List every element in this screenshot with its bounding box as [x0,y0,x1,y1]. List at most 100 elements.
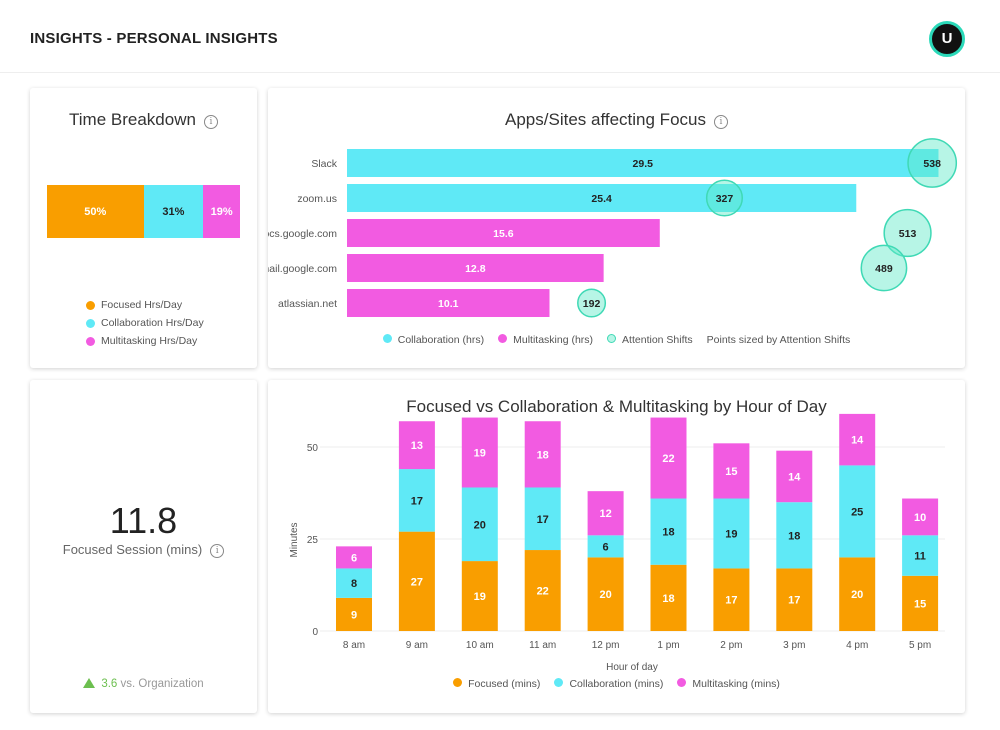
bar-segment[interactable] [650,417,687,499]
bar-segment[interactable] [776,568,813,631]
info-icon[interactable]: i [203,115,218,129]
bubble-label: 327 [716,193,734,205]
legend-item-collaboration[interactable]: Collaboration (mins) [554,678,663,690]
category-label: zoom.us [297,193,337,205]
bar[interactable] [347,219,660,247]
category-label: Slack [311,158,337,170]
hourly-chart-title: Focused vs Collaboration & Multitasking … [406,397,827,416]
x-tick-label: 2 pm [720,640,742,651]
segment-multitasking[interactable]: 19% [203,185,240,238]
y-tick-label: 50 [307,443,319,454]
info-icon[interactable]: i [210,544,225,558]
bar[interactable] [347,289,550,317]
segment-focused[interactable]: 50% [47,185,144,238]
bar-segment[interactable] [650,564,687,631]
card-title: Apps/Sites affecting Focus i [268,110,965,130]
page-title: INSIGHTS - PERSONAL INSIGHTS [30,30,278,47]
bar-segment[interactable] [461,487,498,562]
legend-item-collaboration[interactable]: Collaboration (hrs) [382,334,484,346]
apps-focus-card: Apps/Sites affecting Focus i Slack 29.5 zoo… [268,88,965,368]
bar-value-label: 20 [851,589,863,601]
bubble-label: 538 [923,158,941,170]
legend-item-multitasking[interactable]: Multitasking (hrs) [498,334,593,346]
attention-bubble[interactable] [883,208,932,258]
bar-value-label: 12.8 [465,263,486,275]
bar-value-label: 17 [537,514,549,526]
bar-segment[interactable] [650,498,687,565]
bar-value-label: 18 [662,593,674,605]
bar-segment[interactable] [524,550,561,631]
legend-label: Multitasking (mins) [692,678,780,690]
legend-label: Attention Shifts [622,334,693,346]
header: INSIGHTS - PERSONAL INSIGHTS U [0,0,1000,73]
legend-label: Multitasking (hrs) [513,334,594,346]
x-tick-label: 10 am [466,640,494,651]
apps-legend: Collaboration (hrs) Multitasking (hrs) A… [268,334,965,346]
bar-segment[interactable] [839,413,876,466]
info-icon[interactable]: i [713,115,728,129]
bar-segment[interactable] [398,421,435,470]
bar[interactable] [347,184,857,212]
x-tick-label: 4 pm [846,640,868,651]
bar-segment[interactable] [902,535,939,576]
bar-segment[interactable] [524,421,561,488]
bar[interactable] [347,149,939,177]
bar-segment[interactable] [524,487,561,551]
segment-collaboration[interactable]: 31% [143,185,204,238]
avatar[interactable]: U [929,21,965,57]
bar-segment[interactable] [776,450,813,503]
bar-segment[interactable] [902,575,939,631]
segment-label: 50% [84,205,107,218]
legend-dot-icon [86,318,95,328]
attention-bubble[interactable] [907,138,958,188]
bubble-label: 513 [899,228,917,240]
bar-segment[interactable] [902,498,939,536]
bar-segment[interactable] [461,417,498,488]
bar-value-label: 14 [788,471,801,483]
legend-label: Collaboration (mins) [569,678,664,690]
bar-segment[interactable] [587,535,624,558]
bar-value-label: 9 [351,609,357,621]
legend-item-multitasking[interactable]: Multitasking Hrs/Day [86,335,197,347]
bar-value-label: 6 [351,552,357,564]
legend-item-focused[interactable]: Focused (mins) [453,678,540,690]
legend-label: Collaboration Hrs/Day [101,317,204,329]
apps-chart-title: Apps/Sites affecting Focus [505,110,706,129]
focused-session-value: 11.8 [109,500,178,541]
segment-label: 19% [210,205,233,218]
legend-item-focused[interactable]: Focused Hrs/Day [86,299,182,311]
bar-value-label: 22 [537,586,549,598]
bar-segment[interactable] [713,568,750,631]
attention-bubble[interactable] [860,244,908,292]
bar-value-label: 6 [603,541,609,553]
bar[interactable] [347,254,604,282]
focused-session-label: Focused Session (mins) i [30,542,257,558]
bar-segment[interactable] [336,597,372,631]
bar-value-label: 15 [725,466,737,478]
x-tick-label: 8 am [343,640,365,651]
bar-segment[interactable] [461,561,498,631]
legend-dot-icon [498,334,508,343]
label-text: Focused Session (mins) [62,542,203,557]
attention-bubble[interactable] [577,288,607,318]
attention-bubble[interactable] [705,179,744,217]
delta-value: 3.6 [101,678,118,690]
bar-segment[interactable] [839,557,876,631]
bar-segment[interactable] [398,469,435,532]
legend-item-collaboration[interactable]: Collaboration Hrs/Day [86,317,204,329]
bar-segment[interactable] [839,465,876,558]
triangle-up-icon [83,678,96,688]
bar-segment[interactable] [336,568,372,598]
bar-segment[interactable] [713,443,750,499]
legend-label: Focused Hrs/Day [101,299,183,311]
bar-segment[interactable] [776,502,813,569]
bar-segment[interactable] [398,531,435,631]
legend-item-attention-shifts[interactable]: Attention Shifts [607,334,693,346]
bar-segment[interactable] [587,491,624,536]
legend-item-multitasking[interactable]: Multitasking (mins) [677,678,780,690]
bar-segment[interactable] [713,498,750,569]
bar-segment[interactable] [587,557,624,631]
bar-value-label: 17 [411,495,423,507]
bar-segment[interactable] [336,546,372,569]
x-tick-label: 5 pm [909,640,931,651]
